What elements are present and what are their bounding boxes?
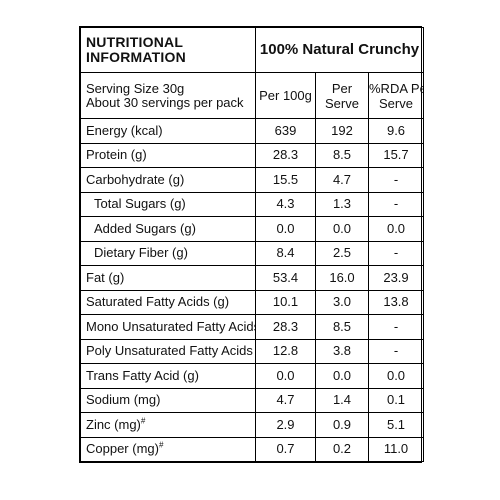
nutrient-name: Copper (mg): [86, 441, 159, 457]
value-per100: 0.0: [255, 363, 316, 389]
value-per-serve: 4.7: [315, 167, 369, 193]
product-name: 100% Natural Crunchy: [254, 27, 425, 73]
nutrient-name: Sodium (mg): [80, 387, 256, 413]
col-header-rda: %RDA Per Serve: [367, 72, 425, 119]
servings-per-pack: About 30 servings per pack: [86, 94, 244, 110]
value-per100: 0.0: [255, 216, 316, 242]
value-per-serve: 192: [315, 118, 369, 144]
title-line-1: NUTRITIONAL: [86, 34, 184, 50]
value-per-serve: 1.3: [315, 191, 369, 217]
nutrient-row-added-sugars: Added Sugars (g) 0.0 0.0 0.0: [80, 216, 425, 242]
col-header-per-serve: Per Serve: [315, 72, 369, 119]
value-rda: 11.0: [367, 436, 425, 462]
value-rda: 13.8: [367, 289, 425, 315]
value-per100: 28.3: [255, 314, 316, 340]
value-per100: 10.1: [255, 289, 316, 315]
value-per-serve: 0.9: [315, 412, 369, 438]
nutrient-name: Carbohydrate (g): [80, 167, 256, 193]
value-rda: 9.6: [367, 118, 425, 144]
nutrient-name: Fat (g): [80, 265, 256, 291]
nutrient-name: Trans Fatty Acid (g): [80, 363, 256, 389]
value-rda: -: [367, 314, 425, 340]
value-per100: 639: [255, 118, 316, 144]
col-header-per-serve-line1: Per: [331, 80, 353, 96]
serving-info: Serving Size 30g About 30 servings per p…: [80, 72, 256, 119]
value-rda: 0.0: [367, 216, 425, 242]
value-per-serve: 2.5: [315, 240, 369, 266]
value-rda: 23.9: [367, 265, 425, 291]
value-rda: -: [367, 191, 425, 217]
value-per100: 15.5: [255, 167, 316, 193]
value-per-serve: 0.0: [315, 216, 369, 242]
value-per100: 2.9: [255, 412, 316, 438]
nutrient-row-mono-unsaturated: Mono Unsaturated Fatty Acids (g) 28.3 8.…: [80, 314, 425, 340]
value-per100: 4.7: [255, 387, 316, 413]
value-per-serve: 3.8: [315, 338, 369, 364]
header-row: NUTRITIONAL INFORMATION 100% Natural Cru…: [80, 27, 425, 73]
value-per-serve: 16.0: [315, 265, 369, 291]
value-per-serve: 0.2: [315, 436, 369, 462]
nutrient-name: Mono Unsaturated Fatty Acids (g): [80, 314, 256, 340]
value-per100: 53.4: [255, 265, 316, 291]
nutrient-row-sodium: Sodium (mg) 4.7 1.4 0.1: [80, 387, 425, 413]
nutrient-row-trans-fat: Trans Fatty Acid (g) 0.0 0.0 0.0: [80, 363, 425, 389]
title-line-2: INFORMATION: [86, 49, 186, 65]
nutrient-name: Poly Unsaturated Fatty Acids (g): [80, 338, 256, 364]
value-per100: 12.8: [255, 338, 316, 364]
value-rda: 0.0: [367, 363, 425, 389]
subheader-row: Serving Size 30g About 30 servings per p…: [80, 72, 425, 119]
col-header-per100: Per 100g: [255, 72, 316, 119]
value-per-serve: 0.0: [315, 363, 369, 389]
nutrient-row-protein: Protein (g) 28.3 8.5 15.7: [80, 142, 425, 168]
value-per-serve: 8.5: [315, 142, 369, 168]
nutrient-row-zinc: Zinc (mg)# 2.9 0.9 5.1: [80, 412, 425, 438]
value-per100: 28.3: [255, 142, 316, 168]
table-title: NUTRITIONAL INFORMATION: [80, 27, 256, 73]
value-rda: -: [367, 240, 425, 266]
value-per100: 0.7: [255, 436, 316, 462]
nutrition-table: NUTRITIONAL INFORMATION 100% Natural Cru…: [80, 27, 425, 462]
footnote-mark: #: [158, 440, 164, 450]
nutrient-row-saturated-fatty-acids: Saturated Fatty Acids (g) 10.1 3.0 13.8: [80, 289, 425, 315]
nutrient-row-copper: Copper (mg)# 0.7 0.2 11.0: [80, 436, 425, 462]
value-rda: 0.1: [367, 387, 425, 413]
nutrient-row-total-sugars: Total Sugars (g) 4.3 1.3 -: [80, 191, 425, 217]
nutrient-name: Energy (kcal): [80, 118, 256, 144]
nutrient-name-cell: Copper (mg)#: [80, 436, 256, 462]
value-rda: -: [367, 167, 425, 193]
value-rda: 15.7: [367, 142, 425, 168]
col-header-per-serve-line2: Serve: [325, 95, 359, 111]
nutrient-name: Protein (g): [80, 142, 256, 168]
nutrient-name: Saturated Fatty Acids (g): [80, 289, 256, 315]
nutrient-name: Total Sugars (g): [80, 191, 256, 217]
nutrient-name: Zinc (mg): [86, 416, 141, 432]
value-per100: 8.4: [255, 240, 316, 266]
value-per-serve: 8.5: [315, 314, 369, 340]
nutrient-row-dietary-fiber: Dietary Fiber (g) 8.4 2.5 -: [80, 240, 425, 266]
value-per-serve: 3.0: [315, 289, 369, 315]
value-per-serve: 1.4: [315, 387, 369, 413]
value-per100: 4.3: [255, 191, 316, 217]
nutrient-row-poly-unsaturated: Poly Unsaturated Fatty Acids (g) 12.8 3.…: [80, 338, 425, 364]
nutrient-name: Added Sugars (g): [80, 216, 256, 242]
col-header-rda-line2: Serve: [379, 95, 413, 111]
nutrition-table-panel: NUTRITIONAL INFORMATION 100% Natural Cru…: [79, 26, 425, 463]
nutrient-row-energy: Energy (kcal) 639 192 9.6: [80, 118, 425, 144]
value-rda: 5.1: [367, 412, 425, 438]
nutrient-name-cell: Zinc (mg)#: [80, 412, 256, 438]
nutrient-name: Dietary Fiber (g): [80, 240, 256, 266]
nutrient-row-fat: Fat (g) 53.4 16.0 23.9: [80, 265, 425, 291]
value-rda: -: [367, 338, 425, 364]
footnote-mark: #: [140, 416, 146, 426]
serving-size: Serving Size 30g: [86, 80, 185, 96]
col-header-rda-line1: %RDA Per: [369, 80, 423, 96]
nutrient-row-carbohydrate: Carbohydrate (g) 15.5 4.7 -: [80, 167, 425, 193]
